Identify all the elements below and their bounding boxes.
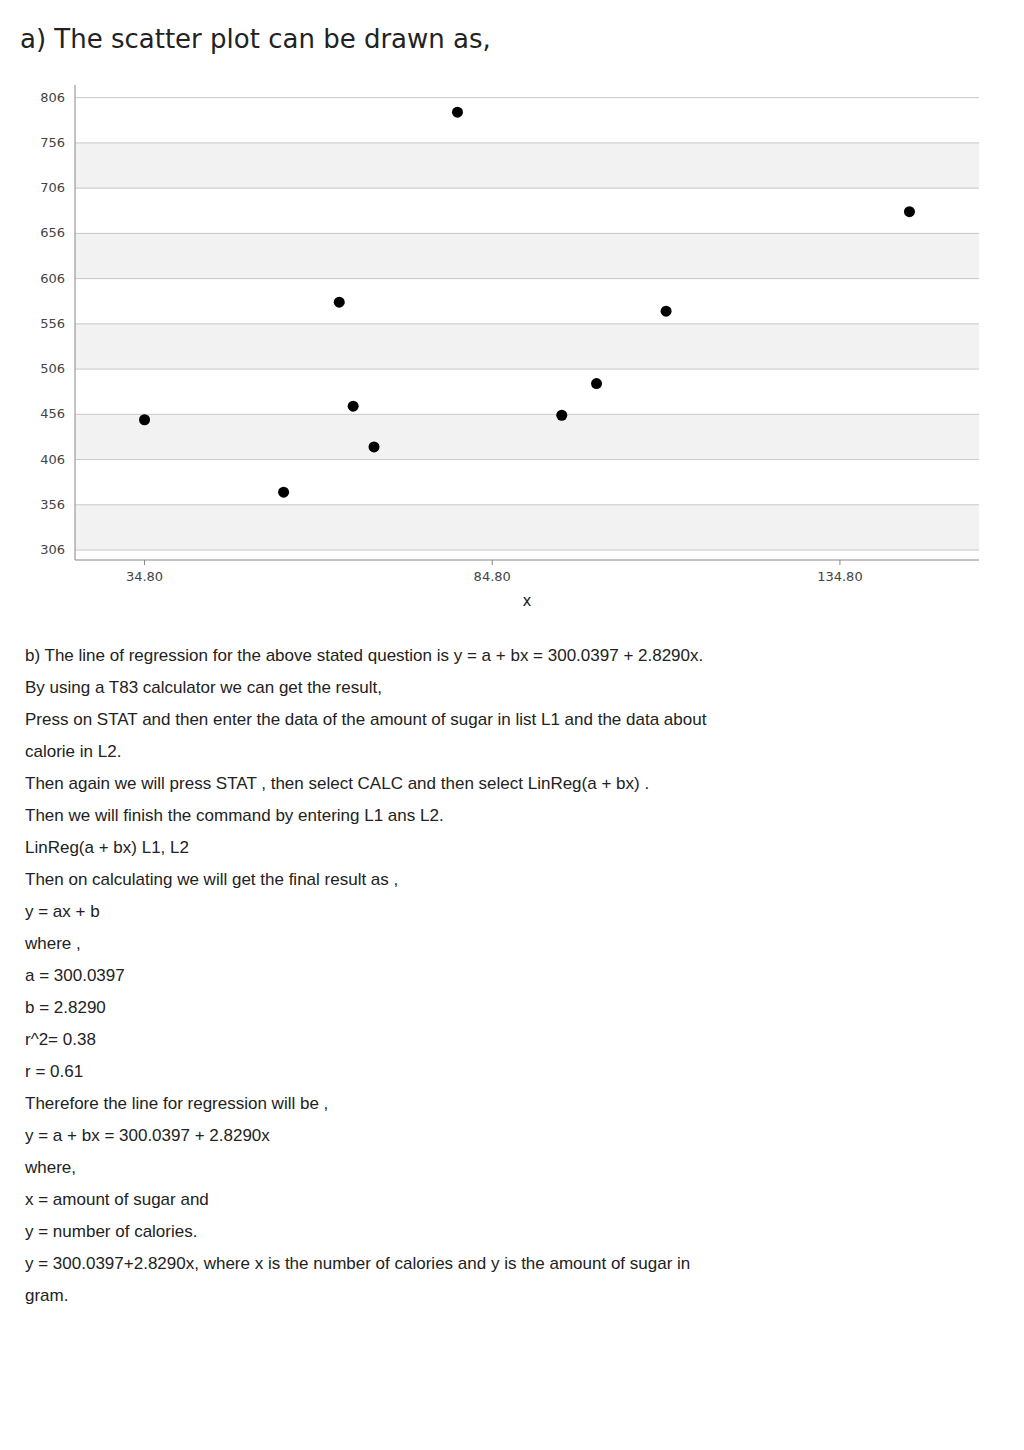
point [904, 206, 915, 217]
title: a) The scatter plot can be drawn as, [20, 24, 491, 54]
annotation-line: Then on calculating we will get the fina… [25, 864, 1005, 896]
annotation-line: Then again we will press STAT , then sel… [25, 768, 1005, 800]
axes: 34.80 84.80 134.80 x [75, 85, 979, 610]
point [278, 487, 289, 498]
y-tick-label: 706 [40, 180, 65, 195]
annotation-line: where, [25, 1152, 1005, 1184]
grid-line [75, 504, 979, 505]
annotation-line: y = ax + b [25, 896, 1005, 928]
annotation-line: LinReg(a + bx) L1, L2 [25, 832, 1005, 864]
annotation-line: a = 300.0397 [25, 960, 1005, 992]
annotation-line: x = amount of sugar and [25, 1184, 1005, 1216]
chart-container: 306 356 406 456 506 556 606 656 706 756 806 34.80 84… [0, 70, 1024, 624]
annotation-line: r = 0.61 [25, 1056, 1005, 1088]
band [75, 233, 979, 278]
grid-line [75, 278, 979, 279]
annotation-line: y = a + bx = 300.0397 + 2.8290x [25, 1120, 1005, 1152]
x-axis-label: x [523, 592, 532, 610]
y-axis: 306 356 406 456 506 556 606 656 706 756 806 [40, 90, 979, 557]
annotation-line: Then we will finish the command by enter… [25, 800, 1005, 832]
y-tick-label: 806 [40, 90, 65, 105]
y-tick-label: 456 [40, 406, 65, 421]
x-tick [492, 560, 493, 565]
band [75, 414, 979, 459]
band [75, 324, 979, 369]
x-tick [839, 560, 840, 565]
grid-line [75, 97, 979, 98]
annotation-line: b = 2.8290 [25, 992, 1005, 1024]
y-tick-label: 656 [40, 225, 65, 240]
annotation-line: gram. [25, 1280, 1005, 1312]
annotation-line: By using a T83 calculator we can get the… [25, 672, 1005, 704]
annotation-line: Press on STAT and then enter the data of… [25, 704, 1005, 736]
point [591, 378, 602, 389]
y-tick-label: 506 [40, 361, 65, 376]
grid-line [75, 369, 979, 370]
x-axis-line [75, 560, 979, 561]
y-tick-label: 606 [40, 271, 65, 286]
x-tick-label: 84.80 [474, 569, 511, 584]
grid-line [75, 323, 979, 324]
grid-line [75, 550, 979, 551]
grid-line [75, 459, 979, 460]
x-tick-label: 34.80 [126, 569, 163, 584]
y-tick-label: 306 [40, 542, 65, 557]
point [661, 306, 672, 317]
point [334, 297, 345, 308]
x-tick-label: 134.80 [817, 569, 863, 584]
grid-line [75, 188, 979, 189]
annotation-line: Therefore the line for regression will b… [25, 1088, 1005, 1120]
y-tick-label: 406 [40, 452, 65, 467]
annotation-line: r^2= 0.38 [25, 1024, 1005, 1056]
y-axis-line [75, 85, 76, 560]
point [139, 414, 150, 425]
annotation-line: where , [25, 928, 1005, 960]
grid-line [75, 142, 979, 143]
point [556, 410, 567, 421]
annotation-line: y = number of calories. [25, 1216, 1005, 1248]
point [369, 441, 380, 452]
point [348, 401, 359, 412]
annotation-line: calorie in L2. [25, 736, 1005, 768]
annotation-line: b) The line of regression for the above … [25, 640, 1005, 672]
grid-line [75, 233, 979, 234]
x-tick [144, 560, 145, 565]
scatter-chart: 306 356 406 456 506 556 606 656 706 756 806 34.80 84… [0, 70, 1024, 620]
background [75, 143, 979, 550]
point [452, 107, 463, 118]
y-tick-label: 756 [40, 135, 65, 150]
y-tick-label: 556 [40, 316, 65, 331]
annotation-line: y = 300.0397+2.8290x, where x is the num… [25, 1248, 1005, 1280]
grid-line [75, 414, 979, 415]
points [139, 107, 915, 498]
band [75, 505, 979, 550]
band [75, 143, 979, 188]
notes: b) The line of regression for the above … [25, 640, 1005, 1312]
y-tick-label: 356 [40, 497, 65, 512]
